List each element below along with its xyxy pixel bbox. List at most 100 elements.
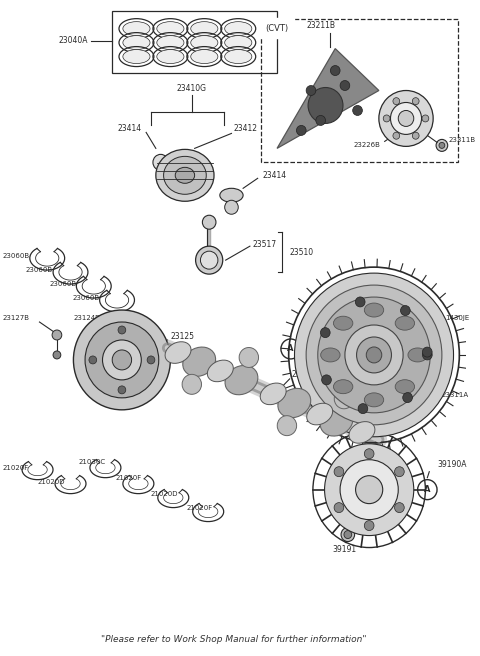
Circle shape <box>379 91 433 146</box>
Circle shape <box>195 246 223 274</box>
Circle shape <box>412 98 419 105</box>
Polygon shape <box>277 49 379 148</box>
Text: 23200B: 23200B <box>343 287 372 297</box>
Circle shape <box>403 392 412 403</box>
Circle shape <box>153 154 168 171</box>
Circle shape <box>393 133 400 139</box>
Circle shape <box>297 125 306 135</box>
Ellipse shape <box>164 156 206 194</box>
Text: 21020F: 21020F <box>115 475 142 481</box>
Ellipse shape <box>225 22 252 35</box>
Circle shape <box>318 297 430 413</box>
Circle shape <box>419 398 428 408</box>
Ellipse shape <box>278 388 311 418</box>
Ellipse shape <box>334 316 353 330</box>
Ellipse shape <box>157 22 184 35</box>
Circle shape <box>118 386 126 394</box>
Circle shape <box>422 357 432 367</box>
Text: 21020F: 21020F <box>2 464 29 471</box>
Text: 23060B: 23060B <box>49 281 76 287</box>
Ellipse shape <box>334 380 353 394</box>
Circle shape <box>103 340 141 380</box>
Circle shape <box>366 347 382 363</box>
Ellipse shape <box>157 50 184 64</box>
Ellipse shape <box>260 383 286 405</box>
Ellipse shape <box>175 167 194 183</box>
Text: 23311A: 23311A <box>442 392 469 398</box>
Circle shape <box>395 502 404 512</box>
Circle shape <box>422 347 432 357</box>
Circle shape <box>395 466 404 477</box>
Circle shape <box>383 115 390 122</box>
Circle shape <box>53 351 61 359</box>
Circle shape <box>182 375 202 394</box>
Text: 23211B: 23211B <box>306 21 335 30</box>
Circle shape <box>398 110 414 127</box>
Ellipse shape <box>320 407 353 436</box>
Circle shape <box>316 115 325 125</box>
Text: 23510: 23510 <box>289 248 314 256</box>
Text: 21020D: 21020D <box>37 479 65 485</box>
Circle shape <box>400 306 410 316</box>
Ellipse shape <box>123 50 150 64</box>
Circle shape <box>364 449 374 459</box>
Ellipse shape <box>191 35 218 50</box>
Circle shape <box>321 327 330 338</box>
Text: 23111: 23111 <box>291 371 315 379</box>
Text: 23060B: 23060B <box>72 295 99 301</box>
Ellipse shape <box>307 403 333 425</box>
Text: (CVT): (CVT) <box>265 24 288 33</box>
Circle shape <box>295 273 454 437</box>
Ellipse shape <box>207 360 233 382</box>
Bar <box>261 18 458 162</box>
Text: A: A <box>288 344 294 354</box>
Circle shape <box>52 330 62 340</box>
Text: 23311B: 23311B <box>449 137 476 144</box>
Text: 23517: 23517 <box>253 239 277 249</box>
Ellipse shape <box>321 348 340 362</box>
Circle shape <box>391 102 421 134</box>
Circle shape <box>308 87 343 123</box>
Circle shape <box>322 375 331 385</box>
Circle shape <box>147 356 155 364</box>
Circle shape <box>439 142 445 148</box>
Text: 23124B: 23124B <box>73 315 100 321</box>
Circle shape <box>353 106 362 115</box>
Ellipse shape <box>364 303 384 317</box>
Circle shape <box>203 215 216 229</box>
Text: 23414: 23414 <box>263 171 287 180</box>
Ellipse shape <box>408 348 427 362</box>
Circle shape <box>225 200 238 215</box>
Circle shape <box>345 325 403 385</box>
Circle shape <box>356 476 383 504</box>
Circle shape <box>436 140 448 152</box>
Text: 21020F: 21020F <box>187 504 213 510</box>
Circle shape <box>393 98 400 105</box>
Text: 21020D: 21020D <box>151 491 179 497</box>
Circle shape <box>344 531 352 539</box>
Circle shape <box>112 350 132 370</box>
Ellipse shape <box>395 316 415 330</box>
Text: "Please refer to Work Shop Manual for further information": "Please refer to Work Shop Manual for fu… <box>101 635 366 644</box>
Ellipse shape <box>225 35 252 50</box>
Ellipse shape <box>220 188 243 202</box>
Circle shape <box>422 340 432 350</box>
Circle shape <box>358 403 368 414</box>
Circle shape <box>334 389 354 409</box>
Ellipse shape <box>156 150 214 201</box>
Ellipse shape <box>165 342 191 363</box>
Circle shape <box>364 521 374 531</box>
Circle shape <box>340 81 350 91</box>
Ellipse shape <box>123 22 150 35</box>
Ellipse shape <box>225 50 252 64</box>
Circle shape <box>340 460 398 520</box>
Text: 1430JE: 1430JE <box>445 315 469 321</box>
Ellipse shape <box>157 35 184 50</box>
Circle shape <box>330 66 340 75</box>
Ellipse shape <box>364 393 384 407</box>
Circle shape <box>118 326 126 334</box>
Circle shape <box>422 350 432 360</box>
Text: 23125: 23125 <box>170 333 194 342</box>
Circle shape <box>334 502 344 512</box>
Text: 39191: 39191 <box>333 545 357 554</box>
